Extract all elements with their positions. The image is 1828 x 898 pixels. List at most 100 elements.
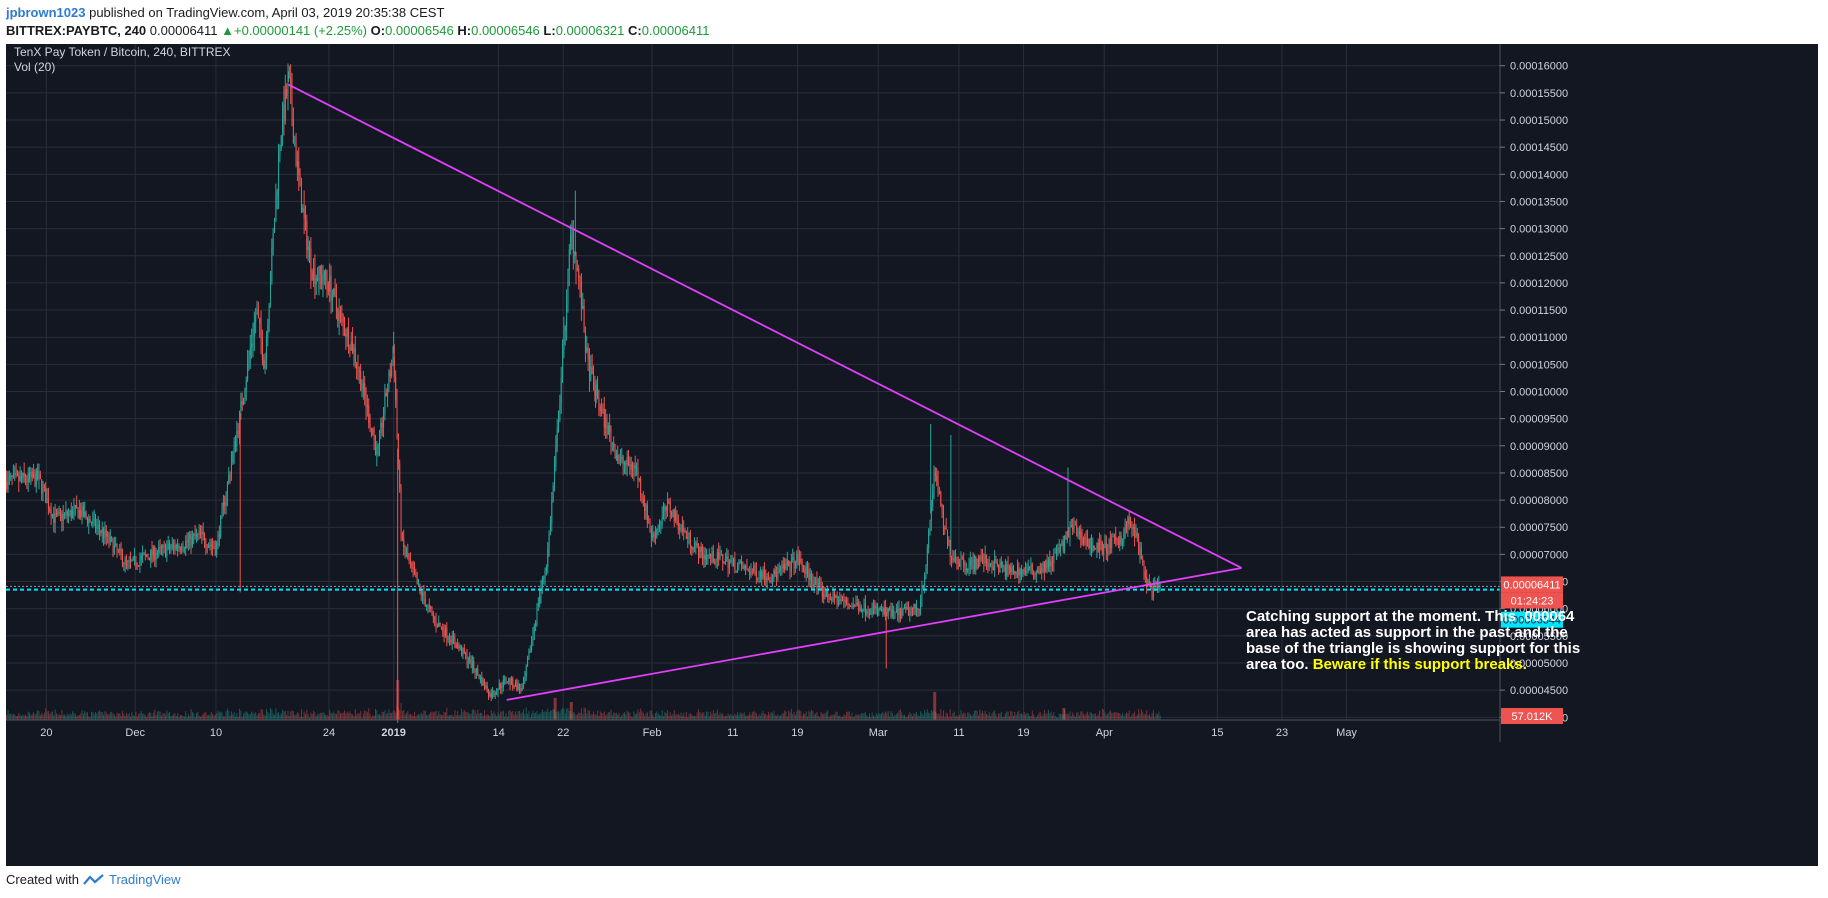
candle-body xyxy=(466,653,468,663)
candle-body xyxy=(925,566,927,576)
candle-body xyxy=(836,595,838,604)
candle-body xyxy=(595,384,597,396)
volume-bar xyxy=(649,710,651,720)
chart-area[interactable]: 0.00016000 0.00015500 0.00015000 0.00014500… xyxy=(6,44,1818,866)
candle-body xyxy=(33,473,35,478)
candle-body xyxy=(1038,566,1040,571)
volume-bar xyxy=(512,710,514,720)
volume-bar xyxy=(307,714,309,720)
volume-bar xyxy=(918,716,920,720)
volume-bar xyxy=(696,712,698,720)
candle-body xyxy=(768,576,770,581)
volume-bar xyxy=(362,713,364,720)
volume-bar xyxy=(37,710,39,720)
candle-body xyxy=(882,608,884,612)
chart-header: jpbrown1023 published on TradingView.com… xyxy=(6,4,1806,40)
candle-body xyxy=(1077,534,1079,537)
volume-bar xyxy=(156,711,158,720)
volume-bar xyxy=(404,714,406,720)
volume-bar xyxy=(104,711,106,720)
volume-bar xyxy=(10,713,12,720)
volume-bar xyxy=(171,715,173,720)
candle-body xyxy=(294,143,296,145)
volume-bar xyxy=(1050,711,1052,720)
y-tick-label: 0.00015500 xyxy=(1510,88,1568,100)
author-link[interactable]: jpbrown1023 xyxy=(6,5,86,20)
volume-bar xyxy=(665,713,667,720)
candle-body xyxy=(897,609,899,616)
candle-body xyxy=(983,562,985,564)
volume-bar xyxy=(809,711,811,720)
candle-body xyxy=(1136,532,1138,537)
candle-body xyxy=(489,693,491,697)
candle-body xyxy=(1082,537,1084,544)
volume-bar xyxy=(283,711,285,720)
volume-bar xyxy=(755,712,757,720)
candle-body xyxy=(675,510,677,521)
volume-bar xyxy=(416,714,418,720)
candle-body xyxy=(874,605,876,609)
volume-bar xyxy=(754,711,756,720)
volume-bar xyxy=(218,712,220,720)
candle-body xyxy=(1085,538,1087,546)
candle-body xyxy=(506,681,508,683)
volume-bar xyxy=(921,713,923,720)
candle-body xyxy=(801,561,803,567)
candle-body xyxy=(563,330,565,350)
candle-body xyxy=(784,563,786,569)
candle-body xyxy=(727,556,729,568)
volume-bar xyxy=(77,715,79,720)
volume-bar xyxy=(26,716,28,720)
volume-bar xyxy=(214,714,216,720)
tradingview-link[interactable]: TradingView xyxy=(108,872,181,887)
volume-bar xyxy=(1010,710,1012,720)
price-change: +0.00000141 (+2.25%) xyxy=(234,23,367,38)
volume-bar xyxy=(501,711,503,720)
candle-body xyxy=(593,373,595,382)
volume-bar xyxy=(699,711,701,720)
candle-body xyxy=(365,396,367,408)
candle-body xyxy=(1134,527,1136,538)
candle-body xyxy=(918,609,920,611)
candle-body xyxy=(611,442,613,444)
volume-bar xyxy=(683,712,685,720)
volume-bar xyxy=(956,715,958,720)
candle-body xyxy=(1022,569,1024,574)
volume-bar xyxy=(914,713,916,720)
volume-bar xyxy=(181,715,183,720)
candle-body xyxy=(626,457,628,465)
candle-body xyxy=(864,602,866,614)
candle-body xyxy=(397,433,399,465)
candle-body xyxy=(471,661,473,668)
candle-body xyxy=(411,562,413,567)
volume-bar xyxy=(964,713,966,720)
candle-body xyxy=(124,558,126,565)
candle-body xyxy=(408,558,410,562)
volume-bar xyxy=(1086,711,1088,720)
candle-body xyxy=(893,609,895,613)
volume-bar xyxy=(427,715,429,720)
candle-body xyxy=(181,549,183,551)
candle-body xyxy=(423,592,425,600)
candle-body xyxy=(815,579,817,584)
candle-body xyxy=(51,514,53,518)
candle-body xyxy=(747,569,749,572)
volume-bar xyxy=(685,712,687,720)
candle-body xyxy=(142,554,144,557)
volume-bar xyxy=(498,714,500,720)
candlestick-chart[interactable]: 0.000160000.000155000.000150000.00014500… xyxy=(6,44,1818,866)
candle-body xyxy=(486,685,488,693)
candle-body xyxy=(154,546,156,560)
candle-body xyxy=(57,512,59,515)
candle-body xyxy=(7,477,9,490)
volume-bar xyxy=(1073,714,1075,720)
candle-body xyxy=(1019,569,1021,576)
candle-body xyxy=(78,509,80,518)
publish-info: published on TradingView.com, April 03, … xyxy=(89,5,445,20)
volume-bar xyxy=(99,710,101,720)
candle-body xyxy=(228,475,230,483)
candle-body xyxy=(440,626,442,628)
candle-body xyxy=(451,635,453,644)
candle-body xyxy=(603,409,605,428)
volume-bar xyxy=(533,712,535,720)
